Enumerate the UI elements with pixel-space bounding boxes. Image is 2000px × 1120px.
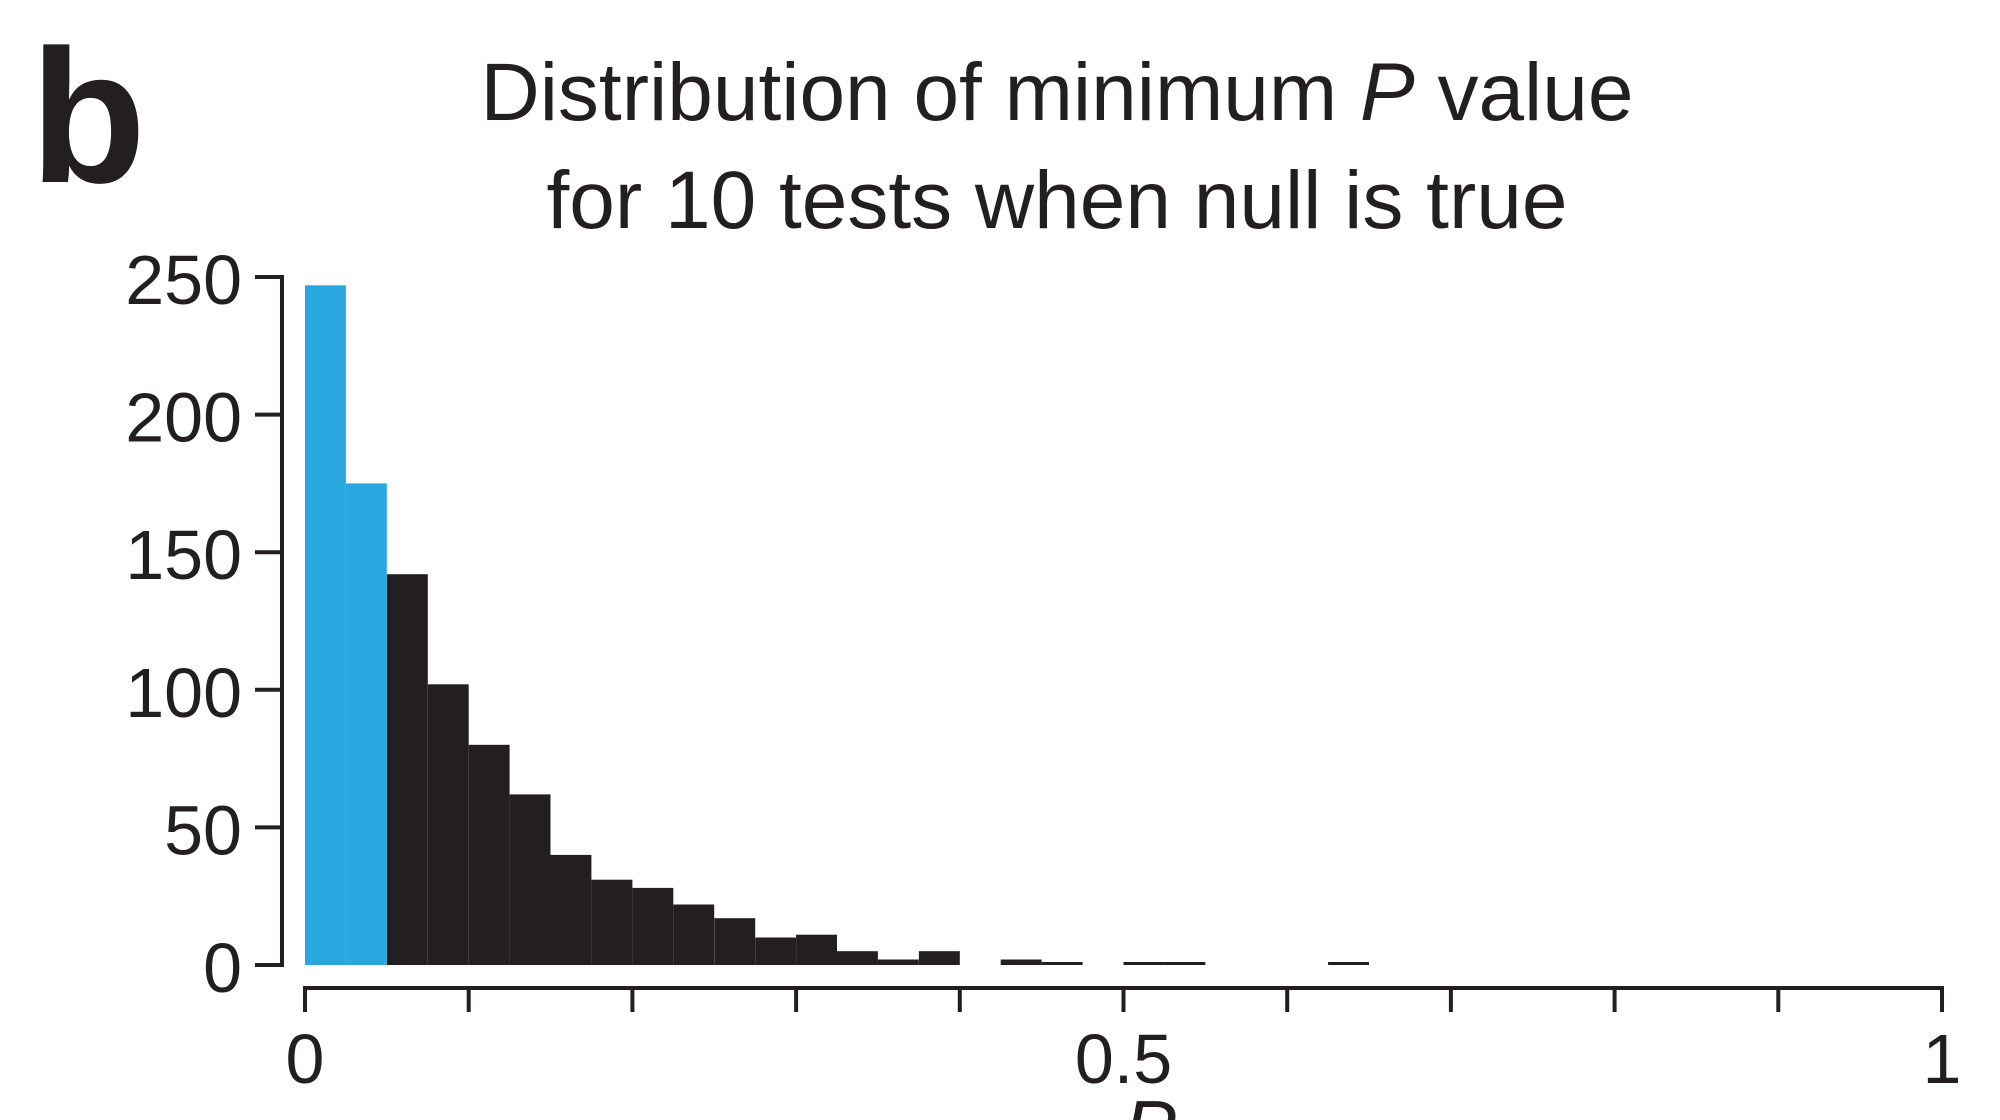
histogram-bar-14 (877, 959, 919, 965)
x-tick-label-1: 0.5 (1075, 1020, 1172, 1098)
x-axis-label: P (1124, 1084, 1176, 1120)
histogram-bar-0 (305, 285, 346, 965)
title-part-1: Distribution of minimum (481, 47, 1360, 138)
histogram-bar-11 (755, 937, 797, 965)
histogram-bar-20 (1328, 962, 1369, 965)
x-axis: 0 0.5 1 (286, 986, 1962, 1098)
histogram-bar-1 (345, 483, 387, 965)
histogram-bar-15 (918, 951, 960, 965)
histogram-bar-6 (550, 854, 592, 965)
y-tick-label-4: 200 (125, 379, 242, 457)
histogram-bar-5 (509, 794, 551, 965)
y-axis: 0 50 100 150 200 250 (125, 241, 284, 1007)
title-part-3: value (1415, 47, 1634, 138)
title-part-p: P (1360, 47, 1415, 138)
y-tick-label-5: 250 (125, 241, 242, 319)
histogram-bar-19 (1164, 962, 1206, 965)
histogram-bar-3 (427, 684, 469, 965)
histogram-bar-17 (1041, 962, 1083, 965)
histogram-bar-16 (1000, 959, 1042, 965)
y-tick-label-2: 100 (125, 654, 242, 732)
histogram-bar-9 (673, 904, 715, 965)
histogram-bar-12 (796, 934, 837, 965)
histogram-bar-8 (632, 887, 674, 965)
histogram-bar-10 (714, 918, 756, 965)
histogram-bar-2 (386, 574, 428, 965)
histogram-bar-7 (591, 879, 633, 965)
y-tick-label-3: 150 (125, 516, 242, 594)
chart-title-line2: for 10 tests when null is true (547, 155, 1568, 246)
chart-title-line1: Distribution of minimum P value (481, 47, 1634, 138)
x-tick-label-2: 1 (1923, 1020, 1962, 1098)
histogram-bar-18 (1123, 962, 1165, 965)
y-tick-label-1: 50 (164, 791, 242, 869)
histogram-bar-13 (837, 951, 878, 965)
histogram-bar-4 (468, 744, 510, 965)
x-tick-label-0: 0 (286, 1020, 325, 1098)
panel-letter: b (30, 11, 146, 223)
histogram-bars (305, 285, 1369, 965)
y-tick-label-0: 0 (203, 929, 242, 1007)
